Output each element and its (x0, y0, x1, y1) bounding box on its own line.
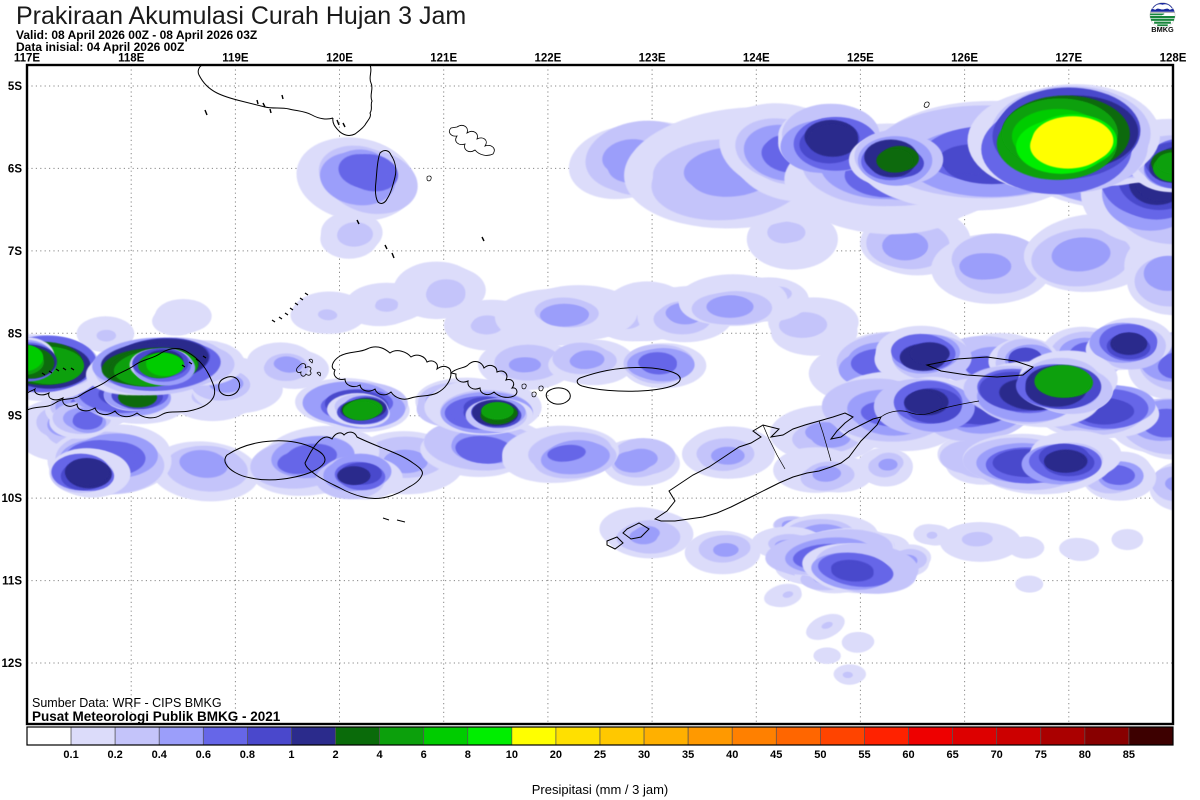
svg-text:1: 1 (288, 749, 294, 761)
svg-text:Sumber Data: WRF - CIPS BMKG: Sumber Data: WRF - CIPS BMKG (32, 696, 222, 710)
svg-text:5S: 5S (8, 81, 22, 93)
svg-text:124E: 124E (743, 53, 770, 65)
svg-text:9S: 9S (8, 411, 22, 423)
svg-text:123E: 123E (639, 53, 666, 65)
svg-text:6: 6 (421, 749, 427, 761)
svg-text:121E: 121E (430, 53, 457, 65)
svg-text:0.2: 0.2 (108, 749, 123, 761)
svg-text:60: 60 (902, 749, 914, 761)
svg-text:10: 10 (506, 749, 518, 761)
svg-text:120E: 120E (326, 53, 353, 65)
svg-text:40: 40 (726, 749, 738, 761)
svg-text:8S: 8S (8, 328, 22, 340)
svg-text:2: 2 (332, 749, 338, 761)
svg-text:127E: 127E (1055, 53, 1082, 65)
svg-text:126E: 126E (951, 53, 978, 65)
svg-text:80: 80 (1079, 749, 1091, 761)
svg-text:Presipitasi (mm / 3 jam): Presipitasi (mm / 3 jam) (532, 782, 669, 797)
svg-text:117E: 117E (14, 53, 41, 65)
svg-text:65: 65 (946, 749, 958, 761)
svg-text:4: 4 (377, 749, 384, 761)
svg-text:50: 50 (814, 749, 826, 761)
svg-text:20: 20 (550, 749, 562, 761)
svg-text:70: 70 (991, 749, 1003, 761)
svg-text:55: 55 (858, 749, 870, 761)
svg-text:30: 30 (638, 749, 650, 761)
svg-text:75: 75 (1035, 749, 1047, 761)
svg-text:119E: 119E (222, 53, 249, 65)
svg-text:Pusat Meteorologi Publik BMKG: Pusat Meteorologi Publik BMKG - 2021 (32, 709, 281, 724)
svg-text:12S: 12S (2, 658, 23, 670)
svg-text:35: 35 (682, 749, 694, 761)
svg-text:25: 25 (594, 749, 606, 761)
svg-text:128E: 128E (1160, 53, 1187, 65)
svg-text:0.1: 0.1 (63, 749, 78, 761)
svg-text:7S: 7S (8, 246, 22, 258)
svg-text:6S: 6S (8, 163, 22, 175)
svg-text:11S: 11S (2, 576, 22, 588)
svg-text:125E: 125E (847, 53, 874, 65)
svg-text:10S: 10S (2, 493, 23, 505)
svg-text:0.8: 0.8 (240, 749, 255, 761)
svg-text:122E: 122E (534, 53, 561, 65)
svg-text:0.6: 0.6 (196, 749, 211, 761)
svg-text:0.4: 0.4 (152, 749, 168, 761)
svg-text:8: 8 (465, 749, 471, 761)
svg-text:118E: 118E (118, 53, 145, 65)
svg-text:85: 85 (1123, 749, 1135, 761)
svg-text:45: 45 (770, 749, 782, 761)
